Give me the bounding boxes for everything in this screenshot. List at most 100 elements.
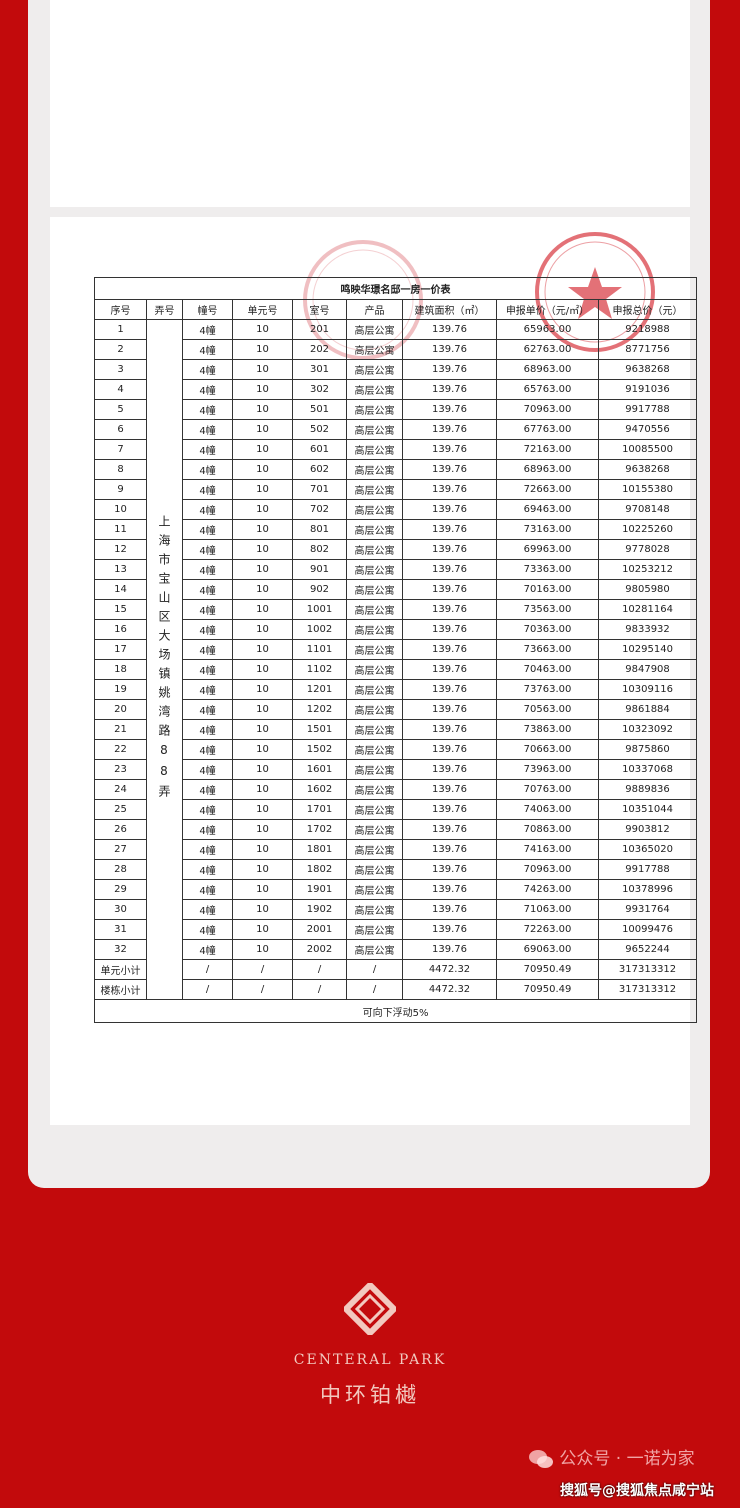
cell-room: 1101: [292, 639, 347, 660]
cell-area: 139.76: [402, 499, 497, 520]
table-row: 25 4幢 10 1701 高层公寓 139.76 74063.00 10351044: [94, 799, 698, 820]
column-header: 幢号: [182, 299, 233, 320]
cell-unit-price: 70663.00: [496, 739, 599, 760]
cell-room: 2002: [292, 939, 347, 960]
cell-total-price: 10337068: [597, 759, 698, 780]
cell-building: 4幢: [182, 439, 233, 460]
table-row: 24 4幢 10 1602 高层公寓 139.76 70763.00 9889836: [94, 779, 698, 800]
column-header: 申报总价（元）: [597, 299, 698, 320]
cell-room: 901: [292, 559, 347, 580]
cell-room: 1201: [292, 679, 347, 700]
cell-index: 9: [94, 479, 147, 500]
cell-product: 高层公寓: [346, 679, 403, 700]
cell-building: 4幢: [182, 639, 233, 660]
cell-unit-price: 72163.00: [496, 439, 599, 460]
cell-product: 高层公寓: [346, 659, 403, 680]
table-row: 3 4幢 10 301 高层公寓 139.76 68963.00 9638268: [94, 359, 698, 380]
cell-area: 139.76: [402, 659, 497, 680]
cell-building: 4幢: [182, 739, 233, 760]
cell-room: 902: [292, 579, 347, 600]
cell-unit-price: 71063.00: [496, 899, 599, 920]
cell-index: 25: [94, 799, 147, 820]
cell-total-price: 9833932: [597, 619, 698, 640]
cell-index: 18: [94, 659, 147, 680]
subtotal-label: 楼栋小计: [94, 979, 147, 1000]
cell-unit: 10: [232, 679, 293, 700]
wechat-watermark-text: 公众号 · 一诺为家: [559, 1449, 695, 1469]
cell-unit-price: 70963.00: [496, 399, 599, 420]
table-row: 11 4幢 10 801 高层公寓 139.76 73163.00 10225260: [94, 519, 698, 540]
cell-total-price: 10225260: [597, 519, 698, 540]
brand-name-cn: 中环铂樾: [320, 1383, 420, 1407]
cell-area: 139.76: [402, 419, 497, 440]
cell-room: 702: [292, 499, 347, 520]
cell-unit: 10: [232, 519, 293, 540]
cell-product: 高层公寓: [346, 339, 403, 360]
cell-total-price: 9470556: [597, 419, 698, 440]
table-row: 22 4幢 10 1502 高层公寓 139.76 70663.00 9875860: [94, 739, 698, 760]
table-row: 20 4幢 10 1202 高层公寓 139.76 70563.00 9861884: [94, 699, 698, 720]
cell-area: 139.76: [402, 559, 497, 580]
cell-product: 高层公寓: [346, 899, 403, 920]
cell-product: 高层公寓: [346, 399, 403, 420]
cell-total-price: 8771756: [597, 339, 698, 360]
cell-area: 139.76: [402, 399, 497, 420]
cell-area: 139.76: [402, 819, 497, 840]
cell-unit: 10: [232, 619, 293, 640]
cell-unit-price: 73663.00: [496, 639, 599, 660]
table-row: 16 4幢 10 1002 高层公寓 139.76 70363.00 9833932: [94, 619, 698, 640]
cell-area: 139.76: [402, 799, 497, 820]
cell-total-price: 10253212: [597, 559, 698, 580]
cell-unit-price: 68963.00: [496, 359, 599, 380]
cell-area: 139.76: [402, 759, 497, 780]
cell-building: 4幢: [182, 319, 233, 340]
cell-area: 139.76: [402, 579, 497, 600]
cell-total-price: 9889836: [597, 779, 698, 800]
cell-unit: 10: [232, 759, 293, 780]
cell-product: 高层公寓: [346, 359, 403, 380]
cell-product: 高层公寓: [346, 739, 403, 760]
cell-area: 139.76: [402, 639, 497, 660]
cell-index: 20: [94, 699, 147, 720]
cell-room: 1601: [292, 759, 347, 780]
cell-building: 4幢: [182, 619, 233, 640]
cell-total-price: 317313312: [597, 979, 698, 1000]
cell-index: 15: [94, 599, 147, 620]
table-row: 9 4幢 10 701 高层公寓 139.76 72663.00 10155380: [94, 479, 698, 500]
cell-unit: 10: [232, 699, 293, 720]
table-row: 28 4幢 10 1802 高层公寓 139.76 70963.00 9917788: [94, 859, 698, 880]
table-row: 27 4幢 10 1801 高层公寓 139.76 74163.00 10365020: [94, 839, 698, 860]
cell-unit: 10: [232, 579, 293, 600]
cell-unit: 10: [232, 499, 293, 520]
cell-unit: 10: [232, 939, 293, 960]
sohu-watermark: 搜狐号@搜狐焦点咸宁站: [560, 1483, 714, 1499]
cell-unit: 10: [232, 599, 293, 620]
cell-building: 4幢: [182, 899, 233, 920]
table-row: 17 4幢 10 1101 高层公寓 139.76 73663.00 10295140: [94, 639, 698, 660]
cell-building: 4幢: [182, 359, 233, 380]
table-row: 12 4幢 10 802 高层公寓 139.76 69963.00 9778028: [94, 539, 698, 560]
cell-total-price: 10099476: [597, 919, 698, 940]
blank-page: [50, 0, 690, 207]
cell-total-price: 10281164: [597, 599, 698, 620]
cell-product: 高层公寓: [346, 699, 403, 720]
cell-total-price: 10155380: [597, 479, 698, 500]
cell-total-price: 317313312: [597, 959, 698, 980]
cell-total-price: 10085500: [597, 439, 698, 460]
cell-total-price: 9778028: [597, 539, 698, 560]
cell-room: 801: [292, 519, 347, 540]
cell-total-price: 9847908: [597, 659, 698, 680]
cell-building: 4幢: [182, 719, 233, 740]
table-row: 19 4幢 10 1201 高层公寓 139.76 73763.00 10309116: [94, 679, 698, 700]
cell-unit: 10: [232, 879, 293, 900]
cell-unit-price: 70950.49: [496, 979, 599, 1000]
cell-unit: 10: [232, 819, 293, 840]
cell-index: 26: [94, 819, 147, 840]
cell-building: 4幢: [182, 879, 233, 900]
cell-area: 139.76: [402, 439, 497, 460]
cell-building: /: [182, 979, 233, 1000]
cell-index: 28: [94, 859, 147, 880]
cell-room: 1502: [292, 739, 347, 760]
cell-total-price: 10295140: [597, 639, 698, 660]
table-row: 32 4幢 10 2002 高层公寓 139.76 69063.00 9652244: [94, 939, 698, 960]
